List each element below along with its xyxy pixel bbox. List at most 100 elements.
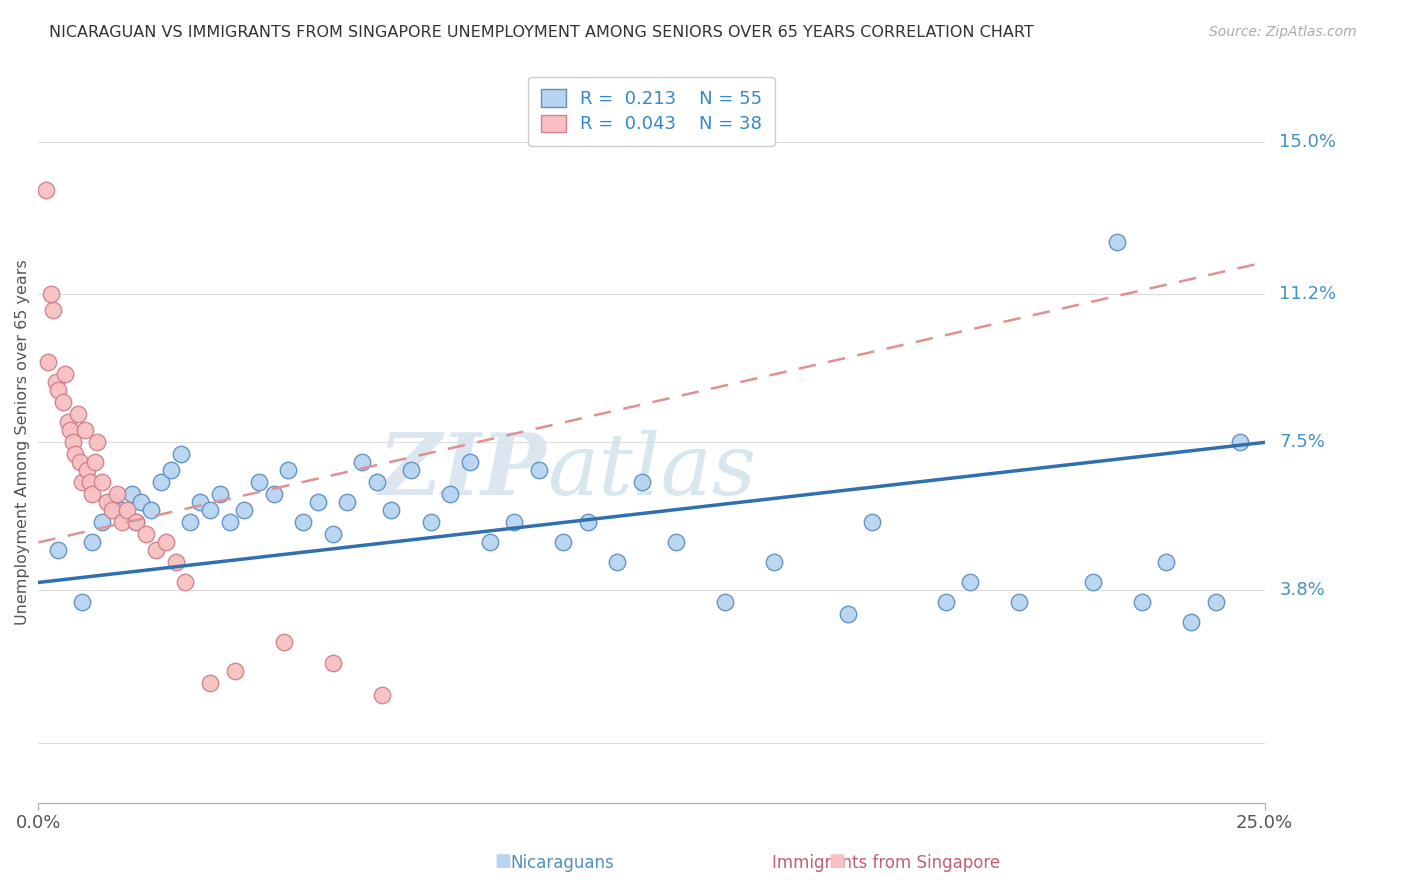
Point [527,463,550,477]
Point [503,516,526,530]
Point [72,475,94,490]
Point [82,487,104,501]
Point [115,503,138,517]
Point [478,535,501,549]
Text: ZIP: ZIP [380,429,547,513]
Point [665,535,688,549]
Point [69,455,91,469]
Point [188,495,211,509]
Point [34,183,56,197]
Text: Immigrants from Singapore: Immigrants from Singapore [772,855,1000,872]
Point [169,447,191,461]
Text: 3.8%: 3.8% [1279,582,1324,599]
Point [105,487,128,501]
Point [352,455,374,469]
Point [63,447,86,461]
Point [145,543,167,558]
Point [553,535,575,549]
Point [46,543,69,558]
Point [198,675,221,690]
Point [83,455,105,469]
Point [606,556,628,570]
Point [82,535,104,549]
Point [149,475,172,490]
Point [959,575,981,590]
Text: Source: ZipAtlas.com: Source: ZipAtlas.com [1209,25,1357,39]
Point [86,435,108,450]
Point [79,475,101,490]
Point [714,595,737,609]
Point [62,435,84,450]
Point [91,516,114,530]
Text: 11.2%: 11.2% [1279,285,1336,303]
Point [179,516,201,530]
Point [419,516,441,530]
Point [837,607,859,622]
Point [59,423,82,437]
Point [101,503,124,517]
Text: 15.0%: 15.0% [1279,133,1336,151]
Point [307,495,329,509]
Point [39,287,62,301]
Point [380,503,402,517]
Point [155,535,177,549]
Point [263,487,285,501]
Point [44,376,66,390]
Point [224,664,246,678]
Y-axis label: Unemployment Among Seniors over 65 years: Unemployment Among Seniors over 65 years [15,260,30,625]
Point [322,527,344,541]
Point [247,475,270,490]
Point [52,395,75,409]
Point [233,503,256,517]
Point [56,415,79,429]
Point [292,516,315,530]
Point [174,575,197,590]
Point [1229,435,1251,450]
Point [66,408,89,422]
Point [131,495,153,509]
Point [141,503,163,517]
Point [165,556,187,570]
Point [73,423,96,437]
Text: atlas: atlas [547,430,756,513]
Text: 7.5%: 7.5% [1279,434,1324,451]
Point [198,503,221,517]
Point [46,384,69,398]
Point [111,516,134,530]
Point [218,516,240,530]
Point [1130,595,1153,609]
Point [42,303,65,318]
Text: ■: ■ [828,852,845,870]
Point [1180,615,1202,630]
Point [576,516,599,530]
Point [439,487,461,501]
Point [111,503,134,517]
Point [121,487,143,501]
Point [208,487,231,501]
Point [76,463,98,477]
Point [1205,595,1227,609]
Point [37,355,59,369]
Point [53,368,76,382]
Point [125,516,148,530]
Text: ■: ■ [495,852,512,870]
Text: Nicaraguans: Nicaraguans [510,855,614,872]
Text: NICARAGUAN VS IMMIGRANTS FROM SINGAPORE UNEMPLOYMENT AMONG SENIORS OVER 65 YEARS: NICARAGUAN VS IMMIGRANTS FROM SINGAPORE … [49,25,1033,40]
Point [1081,575,1104,590]
Point [101,495,124,509]
Point [860,516,883,530]
Point [370,688,392,702]
Point [935,595,957,609]
Point [322,656,344,670]
Legend: R =  0.213    N = 55, R =  0.043    N = 38: R = 0.213 N = 55, R = 0.043 N = 38 [527,77,775,146]
Point [277,463,299,477]
Point [1107,235,1129,250]
Point [399,463,422,477]
Point [458,455,481,469]
Point [125,516,148,530]
Point [366,475,388,490]
Point [159,463,181,477]
Point [96,495,118,509]
Point [763,556,786,570]
Point [273,635,295,649]
